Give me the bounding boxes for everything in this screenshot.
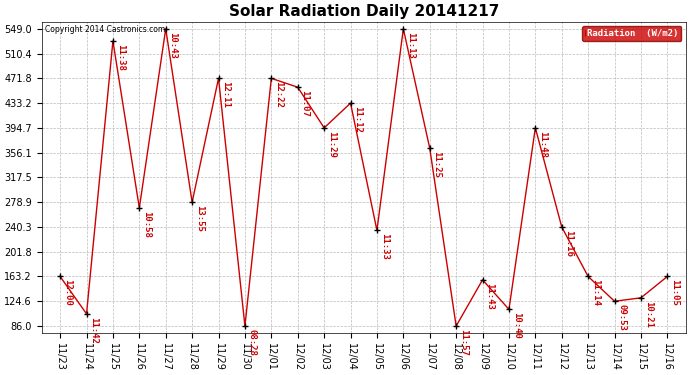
Text: 11:57: 11:57 <box>459 329 468 356</box>
Text: 11:07: 11:07 <box>301 90 310 117</box>
Text: 11:38: 11:38 <box>116 44 125 70</box>
Text: 11:42: 11:42 <box>89 316 98 344</box>
Text: Copyright 2014 Castronics.com: Copyright 2014 Castronics.com <box>45 25 165 34</box>
Text: 12:22: 12:22 <box>274 81 283 108</box>
Text: 10:58: 10:58 <box>142 211 151 238</box>
Text: 11:29: 11:29 <box>327 130 336 158</box>
Text: 11:33: 11:33 <box>380 233 388 260</box>
Text: 10:40: 10:40 <box>512 312 521 339</box>
Text: 11:48: 11:48 <box>538 130 547 158</box>
Text: 08:28: 08:28 <box>248 329 257 356</box>
Text: 11:16: 11:16 <box>564 230 573 256</box>
Text: 10:21: 10:21 <box>644 301 653 327</box>
Text: 11:13: 11:13 <box>406 32 415 58</box>
Text: 11:12: 11:12 <box>353 106 362 133</box>
Title: Solar Radiation Daily 20141217: Solar Radiation Daily 20141217 <box>228 4 499 19</box>
Legend: Radiation  (W/m2): Radiation (W/m2) <box>582 26 681 40</box>
Text: 12:11: 12:11 <box>221 81 230 108</box>
Text: 11:14: 11:14 <box>591 279 600 306</box>
Text: 09:53: 09:53 <box>618 304 627 331</box>
Text: 11:25: 11:25 <box>433 151 442 178</box>
Text: 11:05: 11:05 <box>670 279 679 306</box>
Text: 10:43: 10:43 <box>168 32 177 58</box>
Text: 11:43: 11:43 <box>485 283 494 309</box>
Text: 13:55: 13:55 <box>195 205 204 232</box>
Text: 12:00: 12:00 <box>63 279 72 306</box>
